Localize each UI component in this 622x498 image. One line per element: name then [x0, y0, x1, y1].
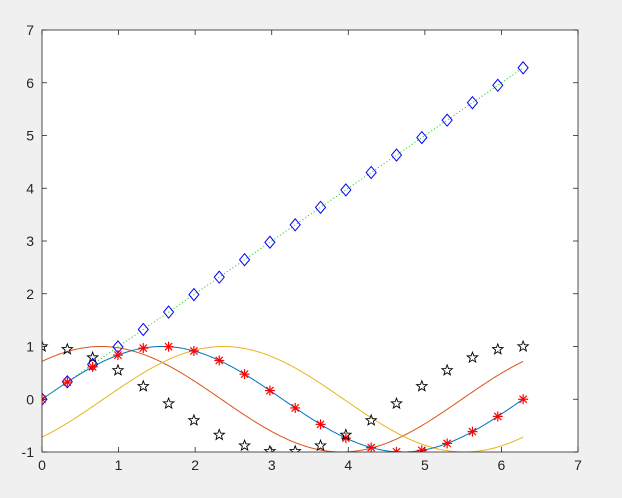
- y-tick-label: 7: [26, 22, 34, 38]
- y-tick-label: 2: [26, 286, 34, 302]
- data-point-cosine-stars: [60, 342, 74, 355]
- series-markers-cosine-stars: [42, 339, 530, 452]
- data-point-sine: [264, 385, 275, 396]
- data-point-cosine-stars: [86, 350, 100, 364]
- data-point-linear: [61, 375, 73, 389]
- x-tick-label: 2: [191, 457, 199, 473]
- data-point-cosine-stars: [466, 350, 479, 364]
- x-tick-label: 5: [421, 457, 429, 473]
- data-point-linear: [416, 130, 428, 145]
- plot-area: [42, 61, 530, 452]
- data-point-cosine-stars: [390, 396, 403, 410]
- series-line-sine: [42, 345, 524, 452]
- data-point-sine: [290, 402, 301, 413]
- data-point-cosine-stars: [187, 413, 201, 426]
- y-axis: -1 0 1 2 3 4 5 6 7: [22, 22, 578, 460]
- series-line-shifted-yellow: [42, 345, 524, 452]
- data-point-linear: [492, 78, 504, 93]
- data-point-cosine-stars: [440, 363, 454, 376]
- y-tick-label: 6: [26, 75, 34, 91]
- x-tick-label: 7: [574, 457, 582, 473]
- data-point-sine: [87, 361, 98, 372]
- data-point-linear: [137, 322, 149, 337]
- data-point-sine: [188, 345, 199, 356]
- data-point-sine: [214, 355, 225, 366]
- data-point-linear: [314, 200, 327, 215]
- y-tick-label: -1: [22, 444, 35, 460]
- y-tick-label: 5: [26, 128, 34, 144]
- data-point-cosine-stars: [491, 342, 505, 355]
- data-point-sine: [467, 426, 478, 437]
- data-point-linear: [441, 113, 453, 127]
- x-tick-label: 6: [498, 457, 506, 473]
- data-point-linear: [162, 305, 175, 319]
- data-point-linear: [517, 61, 529, 75]
- data-point-cosine-stars: [238, 438, 252, 452]
- data-point-cosine-stars: [212, 428, 226, 441]
- y-tick-label: 1: [26, 339, 34, 355]
- x-tick-label: 4: [344, 457, 352, 473]
- data-point-sine: [138, 343, 149, 354]
- series-line-linear: [42, 67, 524, 400]
- data-point-sine: [62, 377, 73, 388]
- data-point-linear: [365, 165, 377, 180]
- data-point-linear: [466, 95, 479, 110]
- data-point-sine: [442, 438, 453, 449]
- data-point-cosine-stars: [364, 413, 378, 426]
- data-point-linear: [213, 270, 225, 284]
- data-point-sine: [163, 341, 174, 352]
- data-point-cosine-stars: [162, 396, 176, 410]
- y-tick-label: 3: [26, 233, 34, 249]
- data-point-cosine-stars: [111, 363, 125, 376]
- data-point-cosine-stars: [516, 339, 530, 352]
- x-axis: 0 1 2 3 4 5 6 7: [38, 30, 582, 473]
- data-point-cosine-stars: [42, 339, 49, 352]
- data-point-cosine-stars: [288, 444, 302, 452]
- data-point-sine: [315, 419, 326, 430]
- data-point-linear: [42, 392, 48, 407]
- data-point-cosine-stars: [339, 428, 353, 441]
- y-tick-label: 4: [26, 180, 34, 196]
- data-point-cosine-stars: [314, 438, 328, 452]
- data-point-cosine-stars: [136, 379, 150, 392]
- data-point-linear: [188, 287, 200, 302]
- x-tick-label: 1: [115, 457, 123, 473]
- y-tick-label: 0: [26, 391, 34, 407]
- series-markers-linear: [42, 61, 529, 407]
- data-point-linear: [390, 148, 403, 162]
- x-tick-label: 0: [38, 457, 46, 473]
- data-point-sine: [112, 350, 123, 361]
- data-point-linear: [238, 252, 251, 267]
- data-point-sine: [518, 394, 529, 405]
- data-point-linear: [340, 183, 352, 197]
- data-point-linear: [264, 235, 276, 250]
- axes-background: [42, 30, 578, 452]
- data-point-cosine-stars: [263, 444, 277, 452]
- x-tick-label: 3: [268, 457, 276, 473]
- data-point-cosine-stars: [415, 379, 429, 392]
- data-point-sine: [239, 369, 250, 380]
- data-point-sine: [492, 411, 503, 422]
- data-point-linear: [289, 218, 301, 232]
- data-point-sine: [366, 442, 377, 452]
